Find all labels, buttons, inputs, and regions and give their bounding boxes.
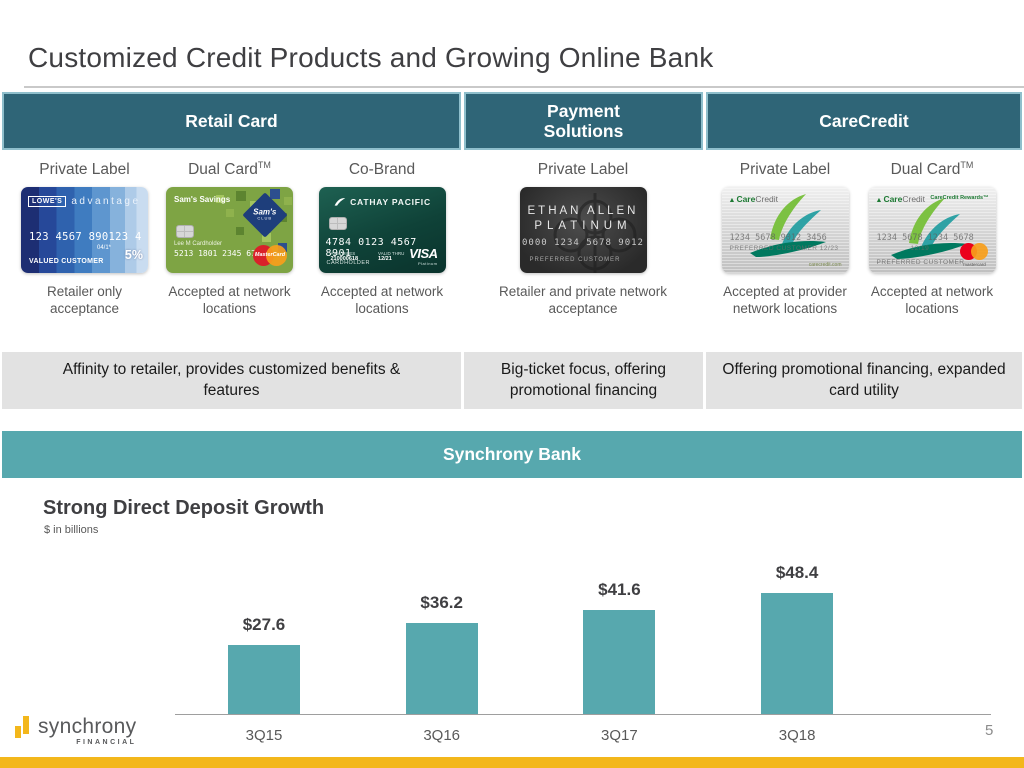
- x-axis-line: [175, 714, 991, 715]
- card-number: 4784 0123 4567 8901: [325, 237, 417, 260]
- bar-value-label: $48.4: [775, 563, 819, 582]
- card-number: 5213 1801 2345 6789: [174, 249, 266, 259]
- card-holder: VALUED CUSTOMER: [29, 258, 104, 266]
- visa-logo: VISA Platinum: [409, 246, 438, 267]
- card-image-cathay-pacific: CATHAY PACIFIC 4784 0123 4567 8901 ASIA …: [318, 187, 446, 274]
- synchrony-bank-banner: Synchrony Bank: [2, 431, 1022, 478]
- product-type-label: Dual CardTM: [890, 160, 974, 179]
- acceptance-text: Accepted at network locations: [320, 284, 444, 317]
- logo-subtitle: FINANCIAL: [76, 739, 137, 746]
- x-tick-label: 3Q16: [423, 727, 461, 744]
- sams-brand: Sam's Savings: [174, 195, 231, 205]
- card-holder: CARDHOLDER: [326, 260, 371, 267]
- page-number: 5: [985, 722, 994, 739]
- carecredit-leaf-graphic: [890, 198, 967, 260]
- carecredit-tree-icon: ▲: [875, 197, 883, 205]
- product-cell-carecredit-dual: Dual CardTM ▲ Care Credit CareCredit Rewa…: [858, 160, 1006, 318]
- x-tick-label: 3Q18: [778, 727, 816, 744]
- card-expiry: 12/19: [910, 245, 930, 253]
- card-image-lowes-advantage: LOWE'S advantage 123 4567 890123 4 04/1*…: [21, 187, 148, 274]
- page-title: Customized Credit Products and Growing O…: [28, 42, 714, 73]
- acceptance-text: Retailer and private network acceptance: [498, 284, 668, 317]
- carecredit-logo: ▲ Care Credit: [728, 194, 779, 205]
- mastercard-logo: MasterCard: [253, 245, 287, 267]
- lowes-logo: LOWE'S: [28, 196, 67, 208]
- card-number: 0000 1234 5678 9012: [522, 238, 644, 249]
- header-retail-card-label: Retail Card: [185, 110, 278, 131]
- carecredit-leaf-graphic: [749, 194, 826, 258]
- title-divider: [24, 86, 1024, 88]
- card-number: 1234 5678 9012 3456: [729, 233, 827, 244]
- x-tick-label: 3Q15: [245, 727, 283, 744]
- cathay-brushwing-icon: [334, 198, 346, 206]
- summary-payment-solutions: Big-ticket focus, offering promotional f…: [464, 352, 703, 409]
- synchrony-bank-banner-label: Synchrony Bank: [442, 444, 582, 464]
- product-type-label: Co-Brand: [348, 161, 416, 179]
- card-holder-row: PREFERRED CUSTOMER 12/23: [729, 245, 839, 253]
- synchrony-logo-icon: [15, 716, 32, 743]
- header-payment-solutions-label: Payment Solutions: [543, 100, 624, 141]
- chart-title: Strong Direct Deposit Growth: [43, 497, 325, 519]
- header-payment-solutions: Payment Solutions: [464, 92, 703, 150]
- x-tick-label: 3Q17: [601, 727, 638, 744]
- card-holder: Lee M Cardholder: [174, 241, 223, 248]
- ethan-allen-monogram: [553, 193, 636, 274]
- card-image-ethan-allen-platinum: ETHAN ALLEN PLATINUM 0000 1234 5678 9012…: [519, 187, 647, 274]
- acceptance-text: Accepted at provider network locations: [723, 284, 847, 317]
- header-retail-card: Retail Card: [2, 92, 461, 150]
- acceptance-text: Accepted at network locations: [870, 284, 994, 317]
- product-cell-carecredit-private: Private Label ▲ Care Credit 1234 5678 901…: [710, 160, 860, 318]
- product-type-label: Private Label: [537, 161, 629, 179]
- cathay-brand-row: CATHAY PACIFIC: [319, 196, 446, 207]
- chart-subtitle: $ in billions: [44, 524, 99, 536]
- bar-chart-plot: $27.6 3Q15 $36.2 3Q16 $41.6 3Q17 $48.4 3Q18: [175, 540, 991, 755]
- bar-value-label: $36.2: [420, 593, 463, 612]
- carecredit-rewards-label: CareCredit Rewards™: [930, 195, 989, 202]
- card-number: 1234 5678 1234 5678: [876, 233, 974, 244]
- bar-3Q15: [228, 645, 300, 714]
- card-image-sams-savings: Sam's Savings Sam's CLUB Lee M Cardholder…: [166, 187, 293, 274]
- product-cell-ethan-allen: Private Label ETHAN ALLEN PLATINUM 0000 …: [483, 160, 683, 318]
- synchrony-financial-logo: synchrony FINANCIAL: [15, 716, 136, 746]
- card-holder: PREFERRED CUSTOMER: [876, 259, 965, 267]
- ethan-allen-line2: PLATINUM: [534, 220, 632, 233]
- lowes-discount-badge: 5%: [124, 248, 143, 263]
- mastercard-logo: mastercard: [959, 243, 990, 267]
- product-cell-lowes: Private Label LOWE'S advantage 123 4567 …: [12, 160, 157, 318]
- bar-value-label: $27.6: [242, 615, 286, 634]
- summary-carecredit: Offering promotional financing, expanded…: [706, 352, 1022, 409]
- header-carecredit-label: CareCredit: [819, 110, 909, 131]
- card-holder: PREFERRED CUSTOMER: [529, 257, 621, 264]
- ethan-allen-line1: ETHAN ALLEN: [527, 205, 639, 218]
- footer-accent-bar: [0, 757, 1024, 768]
- lowes-product-name: advantage: [71, 196, 141, 208]
- summary-retail-card: Affinity to retailer, provides customize…: [2, 352, 461, 409]
- carecredit-website: carecredit.com: [808, 262, 842, 269]
- bar-3Q17: [583, 610, 656, 714]
- logo-wordmark: synchrony: [38, 715, 137, 738]
- card-chip: [176, 225, 194, 239]
- card-image-carecredit-dual: ▲ Care Credit CareCredit Rewards™ 1234 56…: [868, 187, 996, 274]
- bar-value-label: $41.6: [598, 580, 641, 599]
- cathay-brand: CATHAY PACIFIC: [350, 196, 431, 207]
- product-cell-sams: Dual CardTM Sam's Savings Sam's CLUB Lee …: [157, 160, 302, 318]
- cathay-detail-row: ASIA MILES 210000618 VALID THRU 12/21: [330, 251, 405, 263]
- product-cell-cathay: Co-Brand CATHAY PACIFIC 4784 0123 4567 8…: [306, 160, 458, 318]
- acceptance-text: Accepted at network locations: [168, 284, 291, 317]
- lowes-brand-row: LOWE'S advantage: [28, 196, 141, 208]
- bar-3Q18: [761, 593, 834, 714]
- acceptance-text: Retailer only acceptance: [46, 284, 123, 317]
- product-type-label: Private Label: [739, 161, 831, 179]
- header-carecredit: CareCredit: [706, 92, 1022, 150]
- product-type-label: Dual CardTM: [188, 160, 271, 179]
- product-type-label: Private Label: [39, 161, 130, 179]
- card-image-carecredit-private-label: ▲ Care Credit 1234 5678 9012 3456 PREFERR…: [721, 187, 849, 274]
- carecredit-tree-icon: ▲: [728, 197, 736, 205]
- card-number: 123 4567 890123 4: [29, 231, 142, 244]
- carecredit-logo: ▲ Care Credit: [875, 194, 926, 205]
- card-expiry: 04/1*: [97, 245, 112, 252]
- bar-3Q16: [405, 623, 478, 714]
- card-chip: [328, 217, 347, 231]
